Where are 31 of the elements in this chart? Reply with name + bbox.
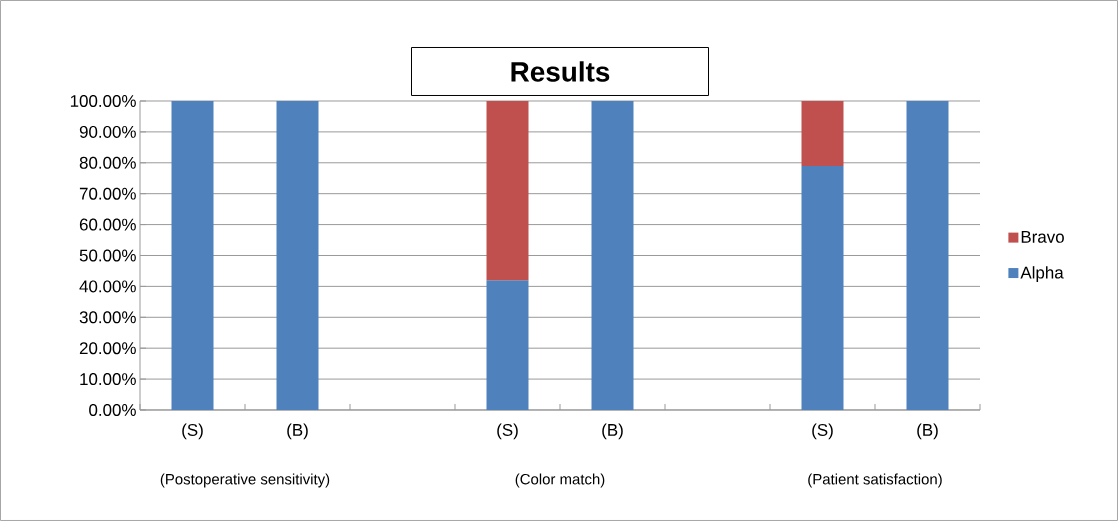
legend-label: Bravo: [1021, 231, 1064, 243]
chart-title: Results: [511, 61, 610, 82]
x-tick-label: (S): [182, 423, 203, 440]
text: (Postoperative sensitivity): [160, 473, 330, 488]
bar: [486, 280, 529, 410]
y-tick-label: 0.00%: [89, 403, 136, 416]
y-tick-label: 20.00%: [79, 342, 136, 355]
x-tick-label: (S): [812, 423, 833, 440]
text: (Color match): [515, 473, 605, 488]
y-tick-label: 40.00%: [79, 280, 136, 293]
bar: [591, 100, 634, 410]
y-tick-label: 60.00%: [79, 218, 136, 231]
y-tick-label: 70.00%: [79, 187, 136, 200]
bar: [486, 100, 529, 281]
y-tick-label: 100.00%: [70, 94, 136, 107]
bar: [801, 100, 844, 166]
x-tick-label: (B): [602, 423, 623, 440]
bar: [906, 100, 949, 410]
legend-label: Alpha: [1020, 266, 1064, 282]
x-tick-label: (S): [497, 423, 518, 440]
y-tick-label: 30.00%: [79, 311, 136, 324]
x-tick-label: (B): [287, 423, 308, 440]
text: (Patient satisfaction): [808, 473, 942, 488]
x-tick-label: (B): [917, 423, 938, 440]
bar: [801, 165, 844, 410]
y-tick-label: 90.00%: [79, 125, 136, 138]
y-tick-label: 50.00%: [79, 249, 136, 262]
y-tick-label: 80.00%: [79, 156, 136, 169]
y-tick-label: 10.00%: [80, 373, 136, 386]
bar: [171, 100, 214, 410]
bar: [276, 100, 319, 410]
